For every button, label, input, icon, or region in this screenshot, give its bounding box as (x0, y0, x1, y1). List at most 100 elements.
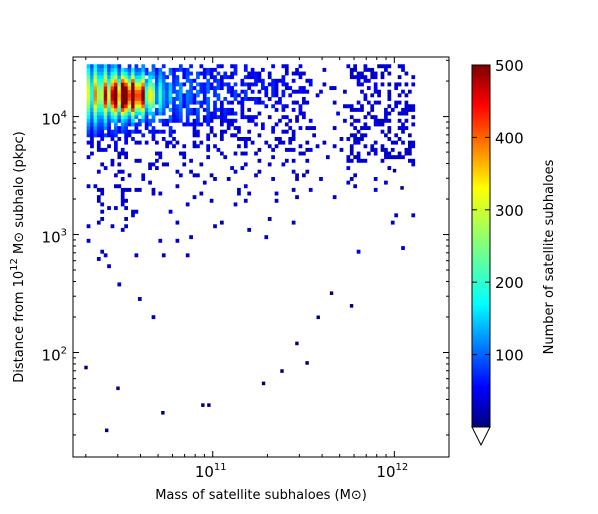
heatmap-cell (274, 144, 279, 149)
heatmap-cell (305, 140, 310, 145)
heatmap-cell (172, 67, 176, 72)
heatmap-cell (216, 78, 221, 83)
heatmap-cell (243, 89, 248, 94)
plot-frame (72, 56, 450, 458)
heatmap-cell (291, 187, 296, 192)
heatmap-cell (158, 151, 163, 156)
heatmap-cell (134, 158, 139, 163)
heatmap-cell (271, 129, 275, 134)
heatmap-cell (370, 75, 375, 80)
heatmap-cell (189, 97, 193, 101)
heatmap-cell (373, 71, 378, 76)
heatmap-cell (124, 187, 128, 192)
heatmap-cell (124, 111, 128, 116)
heatmap-cell (278, 137, 282, 141)
heatmap-cell (397, 100, 402, 105)
heatmap-cell (175, 78, 180, 83)
heatmap-cell (178, 67, 183, 72)
heatmap-cell (250, 97, 255, 101)
heatmap-cell (96, 67, 101, 72)
heatmap-cell (380, 64, 385, 69)
heatmap-cell (103, 115, 108, 120)
heatmap-cell (117, 151, 122, 156)
heatmap-cell (90, 71, 94, 76)
heatmap-cell (90, 104, 94, 109)
heatmap-cell (387, 166, 392, 171)
heatmap-cell (356, 249, 361, 254)
heatmap-cell (141, 93, 146, 98)
heatmap-cell (172, 144, 176, 149)
heatmap-cell (298, 71, 303, 76)
heatmap-cell (182, 104, 187, 109)
heatmap-cell (93, 104, 98, 109)
heatmap-cell (346, 64, 351, 69)
heatmap-cell (209, 115, 214, 120)
heatmap-cell (107, 118, 111, 123)
heatmap-cell (134, 126, 139, 131)
heatmap-cell (144, 115, 149, 120)
heatmap-cell (137, 129, 142, 134)
heatmap-cell (284, 64, 289, 69)
heatmap-cell (110, 137, 115, 141)
heatmap-cell (219, 133, 224, 138)
heatmap-cell (346, 180, 351, 185)
heatmap-cell (103, 253, 108, 258)
heatmap-cell (155, 140, 159, 145)
heatmap-cell (172, 118, 176, 123)
heatmap-cell (161, 89, 166, 94)
heatmap-cell (86, 115, 91, 120)
heatmap-cell (158, 82, 163, 87)
heatmap-cell (363, 97, 368, 101)
heatmap-cell (305, 78, 310, 83)
heatmap-cell (110, 100, 115, 105)
heatmap-cell (226, 89, 231, 94)
heatmap-cell (120, 147, 125, 152)
heatmap-cell (161, 162, 166, 167)
heatmap-cell (90, 64, 94, 69)
heatmap-cell (161, 137, 166, 141)
heatmap-cell (114, 206, 118, 211)
heatmap-cell (144, 118, 149, 123)
heatmap-cell (110, 78, 115, 83)
heatmap-cell (226, 122, 231, 127)
heatmap-cell (86, 238, 91, 243)
heatmap-cell (86, 104, 91, 109)
heatmap-cell (110, 115, 115, 120)
heatmap-cell (189, 169, 193, 174)
heatmap-cell (168, 93, 173, 98)
heatmap-cell (254, 97, 258, 101)
heatmap-cell (233, 202, 238, 207)
heatmap-cell (243, 144, 248, 149)
heatmap-cell (199, 122, 204, 127)
heatmap-cell (141, 111, 146, 116)
heatmap-cell (384, 118, 388, 123)
heatmap-cell (243, 75, 248, 80)
heatmap-cell (305, 147, 310, 152)
heatmap-cell (124, 86, 128, 91)
heatmap-cell (117, 169, 122, 174)
heatmap-cell (206, 147, 211, 152)
heatmap-cell (86, 133, 91, 138)
heatmap-cell (261, 78, 265, 83)
heatmap-cell (192, 111, 197, 116)
heatmap-cell (254, 100, 258, 105)
heatmap-cell (131, 100, 135, 105)
heatmap-cell (117, 100, 122, 105)
heatmap-cell (127, 93, 132, 98)
heatmap-cell (353, 67, 358, 72)
heatmap-cell (155, 89, 159, 94)
heatmap-cell (86, 64, 91, 69)
heatmap-cell (397, 155, 402, 160)
heatmap-cell (93, 100, 98, 105)
heatmap-cell (213, 107, 217, 112)
heatmap-cell (93, 82, 98, 87)
heatmap-cell (161, 86, 166, 91)
heatmap-cell (319, 177, 323, 181)
heatmap-cell (120, 89, 125, 94)
heatmap-cell (93, 111, 98, 116)
heatmap-cell (302, 71, 306, 76)
heatmap-cell (199, 191, 204, 196)
heatmap-cell (356, 129, 361, 134)
heatmap-cell (288, 126, 293, 131)
heatmap-cell (151, 104, 156, 109)
